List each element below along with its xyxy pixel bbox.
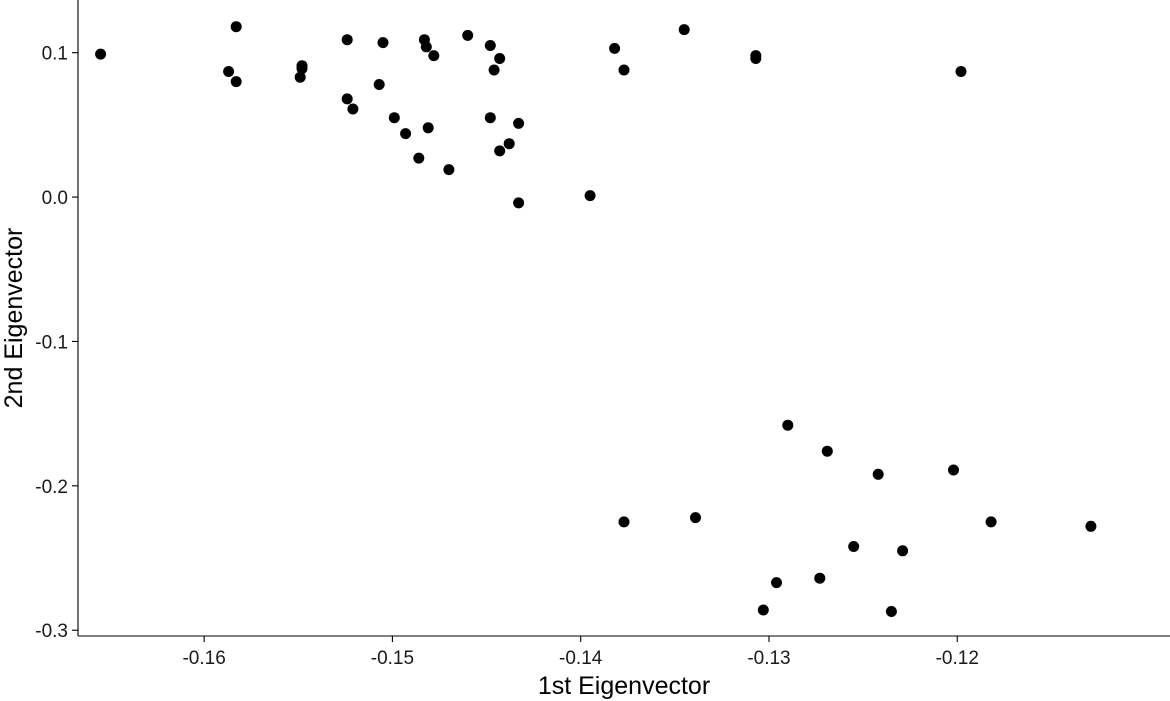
x-tick-label: -0.15 [371,648,414,669]
data-point-9 [377,37,389,49]
data-point-4 [230,76,242,88]
x-tick-label: -0.13 [747,648,790,669]
data-point-15 [494,53,506,64]
y-tick-label: -0.3 [35,621,68,642]
data-point-41 [618,516,630,528]
data-point-22 [422,122,434,134]
data-point-33 [678,24,690,36]
data-point-24 [443,164,455,176]
data-point-31 [609,42,621,54]
data-point-50 [885,606,897,617]
x-axis-ticks: -0.16 -0.15 -0.14 -0.13 -0.12 [182,636,979,669]
data-point-12 [428,50,440,62]
data-point-6 [296,63,308,75]
plot-area [95,21,1097,617]
data-point-7 [294,71,306,83]
data-point-39 [872,468,884,480]
data-point-8 [341,34,353,46]
data-point-43 [985,516,997,528]
x-tick-label: -0.14 [559,648,603,669]
data-point-47 [771,577,782,589]
data-point-30 [584,190,596,202]
data-point-46 [897,545,909,557]
data-point-48 [814,572,826,584]
x-tick-label: -0.16 [182,648,225,669]
y-tick-label: 0.1 [42,44,68,65]
x-axis-title: 1st Eigenvector [538,672,710,700]
data-point-23 [413,152,425,164]
data-point-19 [347,103,359,115]
data-point-29 [513,197,525,209]
data-point-1 [95,48,107,60]
data-point-2 [230,21,242,33]
data-point-26 [513,117,525,129]
data-point-32 [618,64,630,76]
data-point-35 [750,53,762,64]
data-point-18 [341,93,353,105]
data-point-11 [420,41,432,53]
y-tick-label: 0.0 [42,188,68,209]
data-point-3 [223,66,235,77]
data-point-27 [503,138,515,150]
y-tick-label: -0.1 [35,332,68,353]
data-point-21 [400,128,412,140]
data-point-37 [782,419,794,431]
data-point-17 [373,79,385,90]
data-point-16 [488,64,500,76]
data-point-44 [1085,520,1097,532]
data-point-25 [484,112,496,124]
y-axis-title: 2nd Eigenvector [0,228,28,409]
data-point-38 [821,445,833,457]
data-point-28 [494,145,506,157]
data-point-40 [948,464,959,476]
data-point-13 [462,29,474,41]
data-point-20 [388,112,400,124]
data-point-42 [690,512,701,524]
data-point-49 [757,604,769,616]
x-tick-label: -0.12 [936,648,979,669]
data-point-14 [484,40,496,51]
data-point-45 [848,541,860,552]
y-axis-ticks: 0.1 0.0 -0.1 -0.2 -0.3 [35,44,78,642]
y-tick-label: -0.2 [35,477,68,498]
data-point-36 [955,66,967,77]
